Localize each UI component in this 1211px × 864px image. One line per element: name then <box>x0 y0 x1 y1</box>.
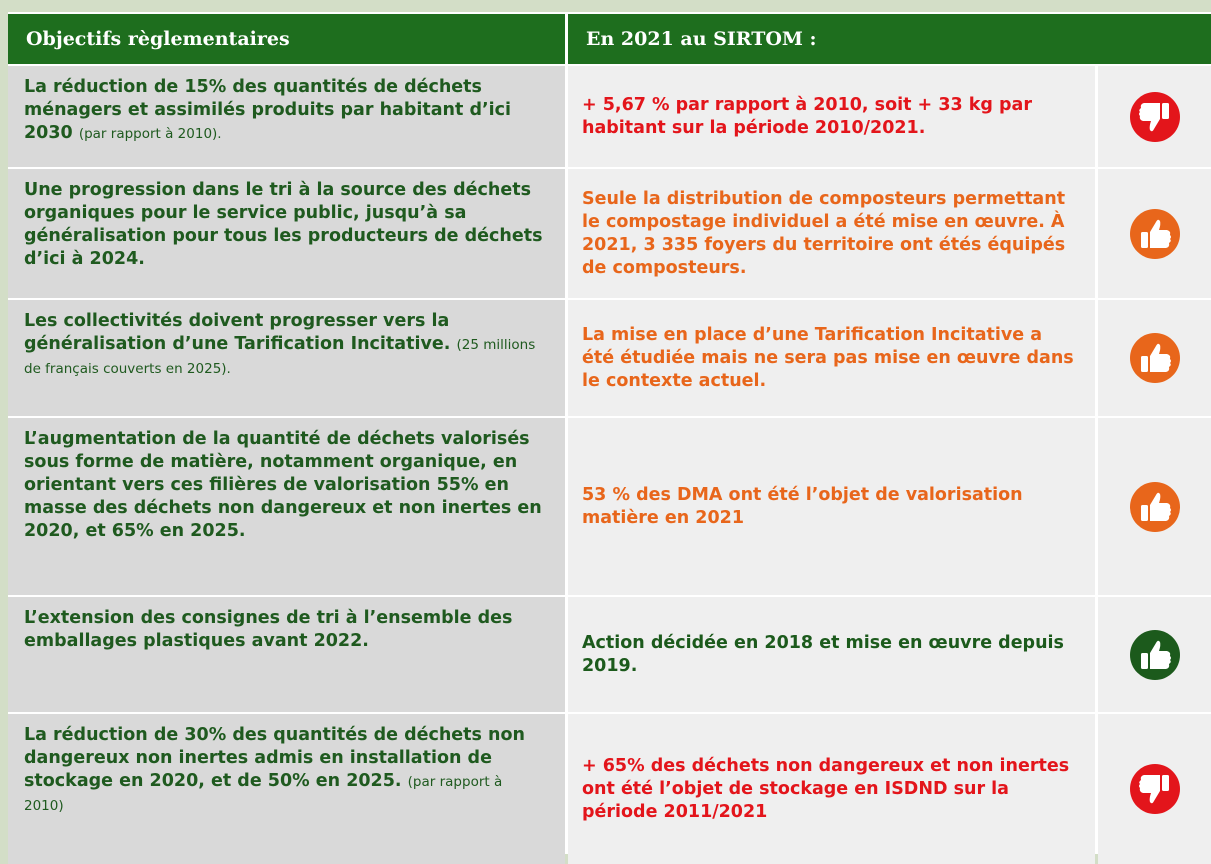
icon-cell <box>1098 597 1211 712</box>
objective-note: (25 millions de français couverts en 202… <box>24 337 536 377</box>
icon-cell <box>1098 714 1211 864</box>
result-cell: + 5,67 % par rapport à 2010, soit + 33 k… <box>568 66 1095 167</box>
thumb <box>1140 219 1171 248</box>
objective-cell: Les collectivités doivent progresser ver… <box>8 300 565 416</box>
objective-text: L’augmentation de la quantité de déchets… <box>24 429 542 541</box>
thumb <box>1140 343 1171 372</box>
objective-text: L’extension des consignes de tri à l’ens… <box>24 608 513 651</box>
result-cell: La mise en place d’une Tarification Inci… <box>568 300 1095 416</box>
header-text: En 2021 au SIRTOM : <box>586 28 817 50</box>
thumb <box>1138 775 1169 804</box>
result-text: + 5,67 % par rapport à 2010, soit + 33 k… <box>582 94 1032 138</box>
icon-cell <box>1098 66 1211 167</box>
icon-cell <box>1098 300 1211 416</box>
objective-note: (par rapport à 2010) <box>24 774 503 814</box>
objective-cell: Une progression dans le tri à la source … <box>8 169 565 298</box>
thumbs-down-icon <box>1129 764 1180 814</box>
objective-text: Les collectivités doivent progresser ver… <box>24 311 451 354</box>
thumbs-up-icon <box>1129 481 1180 532</box>
result-text: Seule la distribution de composteurs per… <box>582 188 1066 278</box>
icon-cell <box>1098 418 1211 595</box>
objective-cell: La réduction de 15% des quantités de déc… <box>8 66 565 167</box>
result-text: La mise en place d’une Tarification Inci… <box>582 324 1074 391</box>
objective-text: La réduction de 30% des quantités de déc… <box>24 725 525 791</box>
thumbs-up-icon <box>1129 333 1180 383</box>
result-cell: + 65% des déchets non dangereux et non i… <box>568 714 1095 864</box>
result-cell: Action décidée en 2018 et mise en œuvre … <box>568 597 1095 712</box>
result-text: 53 % des DMA ont été l’objet de valorisa… <box>582 484 1023 528</box>
objective-note: (par rapport à 2010). <box>78 126 222 142</box>
thumb <box>1140 492 1171 521</box>
header-text: Objectifs règlementaires <box>26 28 290 50</box>
header-cell: En 2021 au SIRTOM : <box>568 14 1211 64</box>
thumbs-up-icon <box>1129 208 1180 259</box>
objective-text: Une progression dans le tri à la source … <box>24 180 543 269</box>
objective-cell: La réduction de 30% des quantités de déc… <box>8 714 565 864</box>
objective-cell: L’augmentation de la quantité de déchets… <box>8 418 565 595</box>
thumbs-down-icon <box>1129 91 1180 142</box>
thumbs-up-icon <box>1129 629 1180 680</box>
objective-cell: L’extension des consignes de tri à l’ens… <box>8 597 565 712</box>
result-cell: Seule la distribution de composteurs per… <box>568 169 1095 298</box>
header-cell: Objectifs règlementaires <box>8 14 565 64</box>
result-text: Action décidée en 2018 et mise en œuvre … <box>582 632 1064 676</box>
objective-text: La réduction de 15% des quantités de déc… <box>24 77 512 143</box>
thumb <box>1140 640 1171 669</box>
table: Objectifs règlementaires En 2021 au SIRTO… <box>8 12 1211 864</box>
icon-cell <box>1098 169 1211 298</box>
result-cell: 53 % des DMA ont été l’objet de valorisa… <box>568 418 1095 595</box>
thumb <box>1138 102 1169 131</box>
result-text: + 65% des déchets non dangereux et non i… <box>582 755 1070 822</box>
